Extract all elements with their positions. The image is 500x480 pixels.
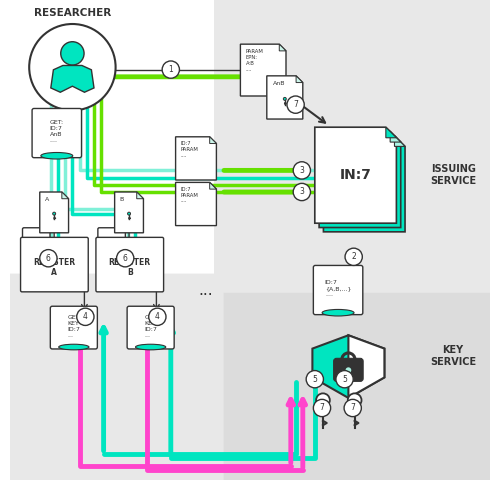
Polygon shape	[296, 76, 303, 83]
Polygon shape	[51, 65, 94, 92]
Text: ...: ...	[198, 283, 213, 298]
Circle shape	[345, 248, 362, 265]
Text: RESEARCHER: RESEARCHER	[34, 9, 111, 18]
Text: 6: 6	[123, 254, 128, 263]
Polygon shape	[267, 76, 303, 119]
Polygon shape	[176, 137, 216, 180]
FancyBboxPatch shape	[5, 274, 224, 480]
Circle shape	[29, 24, 116, 110]
Text: 4: 4	[83, 312, 88, 321]
Text: REGISTER
A: REGISTER A	[34, 258, 76, 277]
Circle shape	[293, 183, 310, 201]
Circle shape	[314, 399, 330, 417]
Polygon shape	[324, 136, 405, 232]
Text: PARAM
EPN:
A:B
....: PARAM EPN: A:B ....	[246, 49, 264, 72]
Circle shape	[148, 308, 166, 325]
Text: 2: 2	[352, 252, 356, 261]
Text: IN:7: IN:7	[340, 168, 372, 182]
Text: GET:
ID:7
AnB
....: GET: ID:7 AnB ....	[50, 120, 64, 143]
Ellipse shape	[41, 153, 73, 159]
Circle shape	[346, 367, 352, 373]
FancyBboxPatch shape	[127, 306, 174, 349]
Circle shape	[344, 399, 362, 417]
Polygon shape	[394, 136, 405, 146]
Polygon shape	[390, 132, 400, 142]
Polygon shape	[319, 132, 400, 228]
FancyBboxPatch shape	[22, 228, 50, 241]
Circle shape	[306, 371, 324, 388]
Circle shape	[52, 212, 56, 215]
FancyBboxPatch shape	[214, 293, 495, 480]
Circle shape	[162, 61, 180, 78]
Ellipse shape	[136, 344, 166, 350]
Polygon shape	[315, 127, 396, 223]
Polygon shape	[40, 192, 68, 233]
Circle shape	[293, 162, 310, 179]
Polygon shape	[62, 192, 68, 199]
Text: GET
KEY
ID:7
...: GET KEY ID:7 ...	[68, 315, 80, 337]
Text: 4: 4	[155, 312, 160, 321]
FancyBboxPatch shape	[32, 108, 82, 157]
Text: REGISTER
B: REGISTER B	[108, 258, 151, 277]
Polygon shape	[114, 192, 144, 233]
Ellipse shape	[322, 310, 354, 316]
Text: 1: 1	[168, 65, 173, 74]
Circle shape	[128, 212, 130, 215]
Polygon shape	[136, 192, 143, 199]
Text: ID:7
PARAM
....: ID:7 PARAM ....	[180, 141, 198, 158]
Polygon shape	[348, 335, 384, 398]
Polygon shape	[240, 44, 286, 96]
Text: KEY
SERVICE: KEY SERVICE	[430, 346, 476, 367]
Text: GET
KEY
ID:7
...: GET KEY ID:7 ...	[144, 315, 157, 337]
Circle shape	[348, 394, 362, 407]
FancyBboxPatch shape	[96, 237, 164, 292]
Circle shape	[287, 96, 304, 113]
Circle shape	[316, 394, 330, 407]
Circle shape	[76, 308, 94, 325]
Polygon shape	[280, 44, 286, 51]
Text: 3: 3	[300, 188, 304, 196]
Text: 6: 6	[46, 254, 51, 263]
Text: ISSUING
SERVICE: ISSUING SERVICE	[430, 164, 476, 186]
Polygon shape	[176, 182, 216, 226]
Text: 7: 7	[293, 100, 298, 109]
Polygon shape	[210, 182, 216, 189]
Polygon shape	[312, 335, 384, 398]
FancyBboxPatch shape	[98, 228, 126, 241]
FancyBboxPatch shape	[334, 358, 363, 381]
Text: 5: 5	[342, 375, 347, 384]
Text: 5: 5	[312, 375, 317, 384]
Circle shape	[336, 371, 353, 388]
FancyBboxPatch shape	[214, 0, 495, 312]
Text: ID:7
PARAM
....: ID:7 PARAM ....	[180, 187, 198, 204]
Text: 3: 3	[300, 166, 304, 175]
Text: B: B	[120, 197, 124, 202]
FancyBboxPatch shape	[50, 306, 98, 349]
Text: 7: 7	[320, 404, 324, 412]
Text: A: A	[45, 197, 49, 202]
FancyBboxPatch shape	[314, 265, 363, 315]
Text: AnB: AnB	[274, 81, 286, 86]
Text: ID:7
{A,B,...}
....: ID:7 {A,B,...} ....	[325, 280, 351, 297]
FancyBboxPatch shape	[20, 237, 88, 292]
Text: 7: 7	[350, 404, 355, 412]
Circle shape	[60, 42, 84, 65]
Polygon shape	[386, 127, 396, 138]
Circle shape	[284, 97, 286, 100]
Polygon shape	[210, 137, 216, 144]
Ellipse shape	[58, 344, 89, 350]
Circle shape	[116, 250, 134, 267]
Circle shape	[40, 250, 57, 267]
